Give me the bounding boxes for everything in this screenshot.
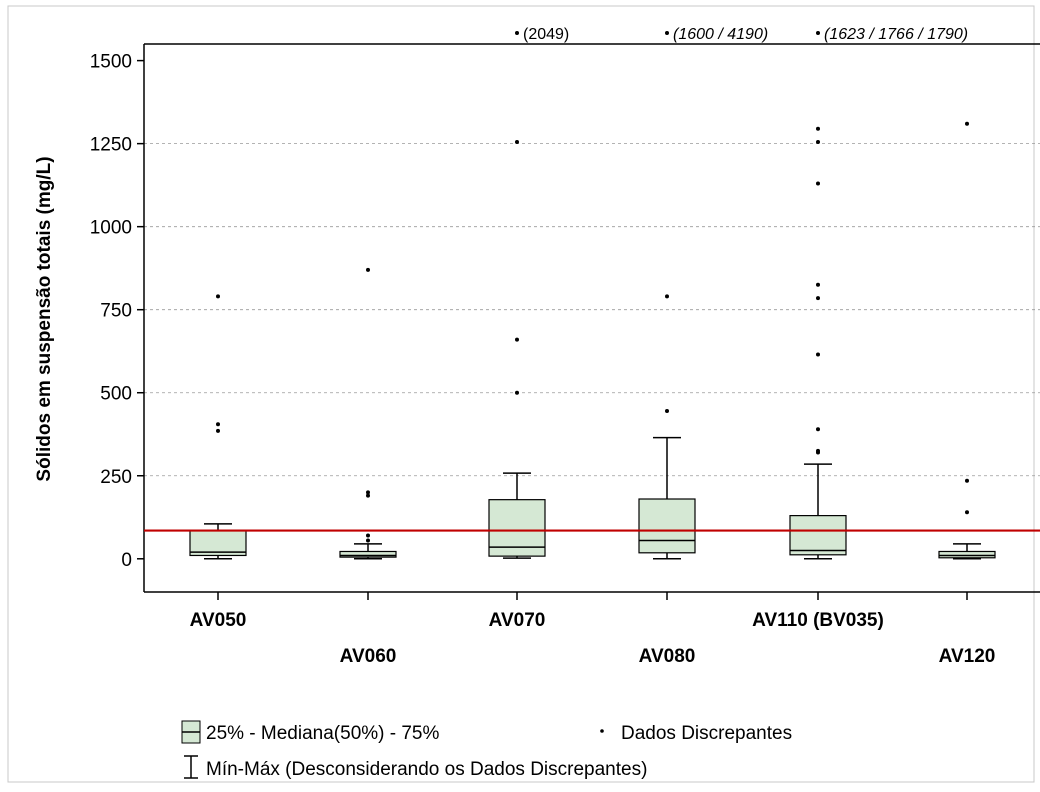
outlier-point bbox=[515, 139, 519, 144]
off-scale-point bbox=[665, 31, 669, 35]
y-tick-label: 0 bbox=[121, 550, 132, 571]
outlier-point bbox=[816, 181, 820, 186]
outlier-point bbox=[515, 337, 519, 342]
off-scale-label: (1600 / 4190) bbox=[673, 26, 768, 43]
outlier-point bbox=[366, 538, 370, 543]
legend-outlier-marker bbox=[600, 729, 604, 733]
y-tick-labels: 0 250 500 750 1000 1250 1500 bbox=[90, 52, 132, 571]
off-scale-point bbox=[515, 31, 519, 35]
y-tick-label: 500 bbox=[100, 384, 132, 405]
outlier-point bbox=[965, 510, 969, 515]
box-group bbox=[638, 436, 696, 560]
outlier-point bbox=[216, 428, 220, 433]
box-group bbox=[488, 472, 546, 559]
outlier-point bbox=[665, 408, 669, 413]
outlier-point bbox=[816, 282, 820, 287]
off-scale-annotations: (2049) (1600 / 4190) (1623 / 1766 / 1790) bbox=[515, 26, 968, 43]
outlier-point bbox=[816, 126, 820, 131]
y-tick-label: 1000 bbox=[90, 218, 132, 239]
iqr-box bbox=[938, 550, 996, 559]
outlier-point bbox=[366, 493, 370, 498]
legend-outlier-label: Dados Discrepantes bbox=[621, 723, 792, 744]
outlier-point bbox=[515, 390, 519, 395]
x-category-label: AV060 bbox=[340, 646, 397, 667]
y-tick-label: 1500 bbox=[90, 52, 132, 73]
outlier-point bbox=[816, 448, 820, 453]
outlier-point bbox=[665, 294, 669, 299]
category-labels: AV050 AV060 AV070 AV080 AV110 (BV035) AV120 bbox=[190, 610, 996, 667]
box-group bbox=[339, 543, 397, 560]
y-tick-label: 1250 bbox=[90, 135, 132, 156]
axes bbox=[137, 43, 1040, 600]
iqr-box bbox=[638, 498, 696, 554]
x-category-label: AV110 (BV035) bbox=[752, 610, 884, 631]
off-scale-label: (1623 / 1766 / 1790) bbox=[824, 26, 968, 43]
iqr-box bbox=[189, 529, 247, 557]
legend-whisker-label: Mín-Máx (Desconsiderando os Dados Discre… bbox=[206, 759, 647, 780]
outlier-point bbox=[965, 478, 969, 483]
legend: 25% - Mediana(50%) - 75% Dados Discrepan… bbox=[181, 720, 792, 780]
outlier-point bbox=[366, 533, 370, 538]
legend-box-label: 25% - Mediana(50%) - 75% bbox=[206, 723, 439, 744]
outlier-point bbox=[366, 490, 370, 495]
outlier-point bbox=[216, 422, 220, 427]
off-scale-label: (2049) bbox=[523, 26, 569, 43]
outlier-point bbox=[816, 296, 820, 301]
outlier-point bbox=[366, 267, 370, 272]
outlier-point bbox=[965, 121, 969, 126]
box-group bbox=[189, 523, 247, 560]
x-category-label: AV050 bbox=[190, 610, 247, 631]
x-category-label: AV070 bbox=[489, 610, 546, 631]
x-category-label: AV080 bbox=[639, 646, 696, 667]
grid-lines bbox=[144, 143, 1040, 477]
outlier-point bbox=[816, 427, 820, 432]
y-tick-label: 250 bbox=[100, 467, 132, 488]
figure-border bbox=[7, 5, 1035, 783]
off-scale-point bbox=[816, 31, 820, 35]
y-tick-label: 750 bbox=[100, 301, 132, 322]
box-group bbox=[938, 543, 996, 560]
outlier-point bbox=[816, 352, 820, 357]
outlier-point bbox=[216, 294, 220, 299]
iqr-box bbox=[789, 515, 847, 556]
box-group bbox=[789, 463, 847, 560]
boxes bbox=[189, 436, 996, 560]
iqr-box bbox=[339, 550, 397, 558]
outlier-point bbox=[816, 139, 820, 144]
outlier-points bbox=[216, 121, 969, 543]
y-axis-label: Sólidos em suspensão totais (mg/L) bbox=[34, 156, 55, 481]
x-category-label: AV120 bbox=[939, 646, 996, 667]
